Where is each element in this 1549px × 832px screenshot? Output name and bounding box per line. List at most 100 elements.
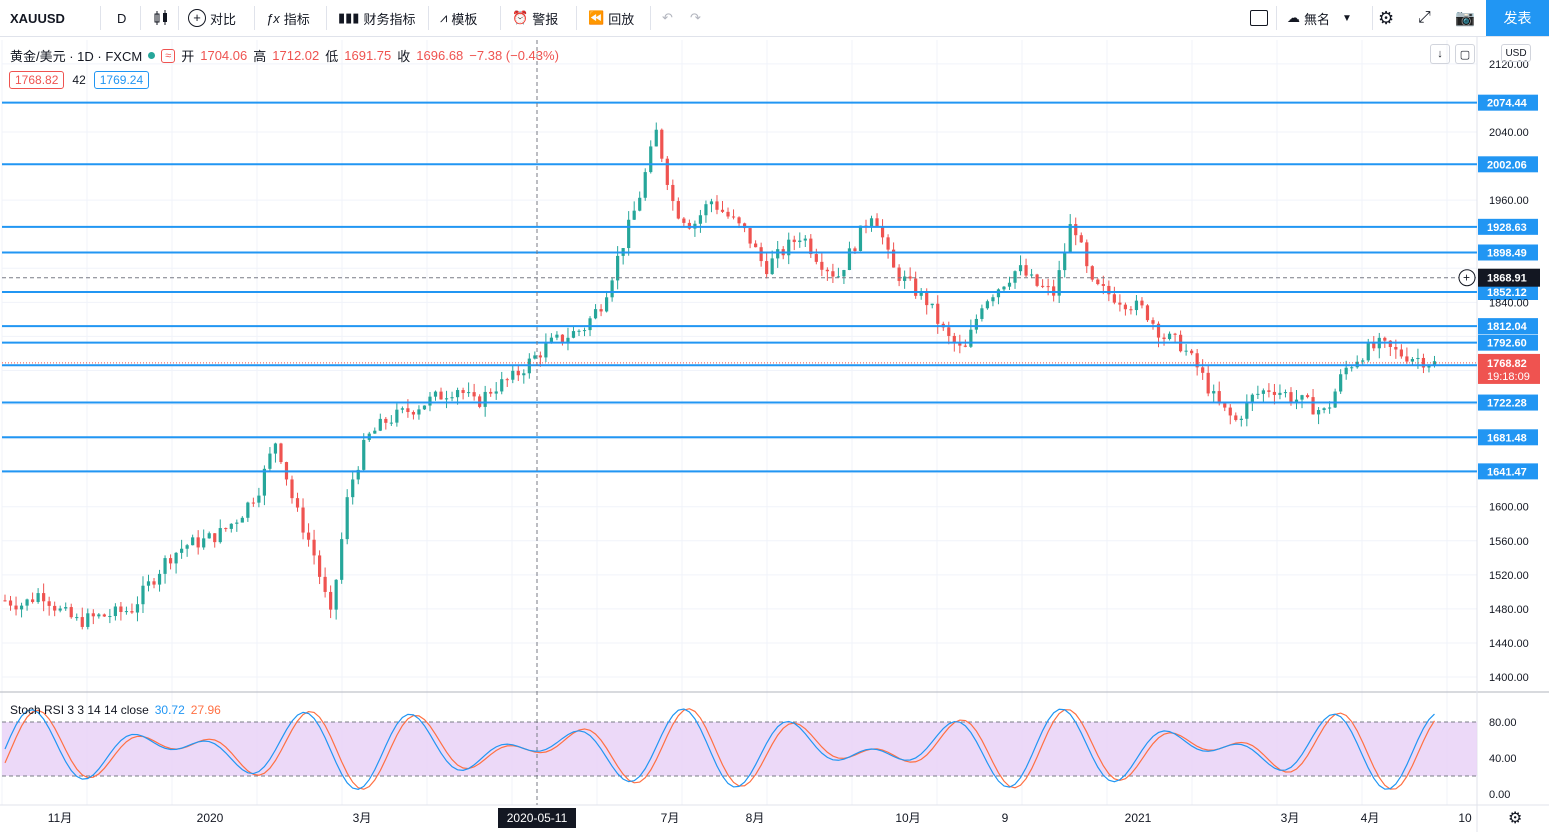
redo-icon[interactable]: ↷ — [690, 10, 701, 25]
candle-body — [1383, 337, 1387, 341]
candle-body — [1167, 333, 1172, 340]
candle-body — [329, 591, 333, 610]
candle-body — [814, 254, 818, 262]
candle-body — [75, 617, 79, 619]
candle-body — [102, 614, 106, 617]
candle-body — [58, 608, 62, 611]
candle-body — [1212, 391, 1216, 394]
crosshair-date-bg — [498, 808, 576, 828]
candle-body — [831, 271, 835, 277]
candle-body — [91, 613, 95, 617]
candle-body — [560, 334, 565, 342]
candle-body — [737, 217, 741, 224]
layout-name-button[interactable]: ☁ 無名 ▼ — [1287, 0, 1352, 36]
candle-body — [163, 558, 167, 574]
candle-body — [8, 600, 13, 606]
candle-body — [1316, 410, 1321, 415]
candle-body — [1300, 395, 1304, 400]
candle-body — [273, 443, 278, 454]
candle-body — [914, 278, 918, 296]
candle-body — [544, 342, 548, 358]
candle-body — [262, 468, 267, 496]
candle-body — [726, 211, 730, 217]
indicators-label: 指标 — [283, 11, 310, 27]
alert-button[interactable]: ⏰ 警报 — [512, 0, 558, 36]
candle-body — [306, 532, 311, 540]
camera-icon[interactable]: 📷 — [1455, 10, 1475, 27]
candle-body — [422, 405, 427, 410]
candle-body — [218, 528, 222, 543]
ask-price[interactable]: 1769.24 — [93, 71, 150, 89]
candle-body — [417, 409, 421, 415]
candle-body — [516, 370, 520, 376]
candle-body — [952, 335, 956, 344]
symbol-search[interactable]: XAUUSD — [10, 10, 65, 26]
candle-body — [455, 390, 460, 398]
bid-price[interactable]: 1768.82 — [9, 71, 65, 89]
candle-body — [638, 197, 642, 211]
candle-body — [1190, 350, 1194, 354]
candle-body — [86, 613, 90, 627]
candle-body — [235, 522, 239, 524]
chart-type-icon[interactable] — [152, 0, 170, 36]
candle-body — [389, 422, 393, 424]
financials-button[interactable]: ▮▮▮ 财务指标 — [338, 0, 415, 36]
candle-body — [1278, 392, 1282, 395]
candle-body — [97, 614, 101, 617]
indicators-button[interactable]: ƒx 指标 — [266, 0, 310, 36]
candle-body — [1013, 271, 1017, 283]
candle-body — [191, 537, 195, 546]
function-icon: ƒx — [266, 10, 280, 26]
divider — [1276, 6, 1277, 30]
rewind-icon: ⏪ — [588, 10, 605, 25]
gear-icon[interactable]: ⚙ — [1378, 7, 1395, 28]
undo-icon[interactable]: ↶ — [662, 10, 673, 25]
candle-body — [820, 261, 824, 270]
crosshair-price-bg — [1478, 268, 1540, 287]
interval-button[interactable]: D — [117, 10, 127, 26]
replay-button[interactable]: ⏪ 回放 — [588, 0, 634, 36]
candle-body — [312, 539, 316, 556]
candle-body — [168, 558, 173, 564]
candle-body — [742, 223, 747, 229]
candle-body — [825, 269, 829, 272]
candle-body — [36, 593, 40, 602]
candle-body — [1405, 356, 1409, 362]
chart-canvas[interactable]: 2074.44 2002.06 1928.63 1898.49 1852.12 1812.… — [0, 37, 1549, 832]
time-tick-label: 4月 — [1361, 811, 1380, 825]
fullscreen-toggle-icon[interactable] — [1250, 0, 1268, 36]
candle-body — [411, 412, 416, 415]
price-label-bg — [1478, 318, 1538, 335]
candle-body — [869, 218, 874, 228]
candle-body — [1250, 394, 1254, 403]
publish-button[interactable]: 发表 — [1486, 0, 1549, 36]
maximize-pane-icon[interactable]: ▢ — [1455, 44, 1475, 64]
compare-button[interactable]: + 对比 — [188, 0, 236, 36]
candle-body — [1361, 360, 1365, 362]
candle-body — [925, 291, 929, 306]
compare-label: 对比 — [210, 11, 237, 27]
candle-body — [1173, 333, 1177, 335]
templates-button[interactable]: ⩘ 模板 — [440, 0, 477, 36]
price-label-bg — [1478, 463, 1538, 480]
candle-body — [53, 605, 57, 611]
rsi-band — [2, 722, 1477, 776]
candle-body — [141, 585, 145, 605]
candle-body — [853, 248, 857, 252]
gear-icon: ⚙ — [1508, 808, 1522, 827]
chart-area[interactable]: 2074.44 2002.06 1928.63 1898.49 1852.12 1812.… — [0, 37, 1549, 832]
templates-icon: ⩘ — [440, 10, 448, 25]
currency-badge[interactable]: USD — [1501, 44, 1531, 62]
candle-body — [1394, 346, 1398, 350]
candle-body — [759, 247, 763, 262]
price-tick-label: 1400.00 — [1489, 672, 1529, 684]
fullscreen-icon[interactable]: ⤢ — [1418, 9, 1431, 26]
arrow-down-icon[interactable]: ↓ — [1430, 44, 1450, 64]
candle-body — [720, 209, 725, 212]
crosshair-date-label: 2020-05-11 — [507, 811, 568, 825]
candle-body — [1046, 286, 1050, 288]
candle-body — [14, 605, 18, 610]
candle-body — [202, 538, 206, 548]
candle-body — [698, 215, 703, 224]
candle-body — [1372, 343, 1376, 349]
